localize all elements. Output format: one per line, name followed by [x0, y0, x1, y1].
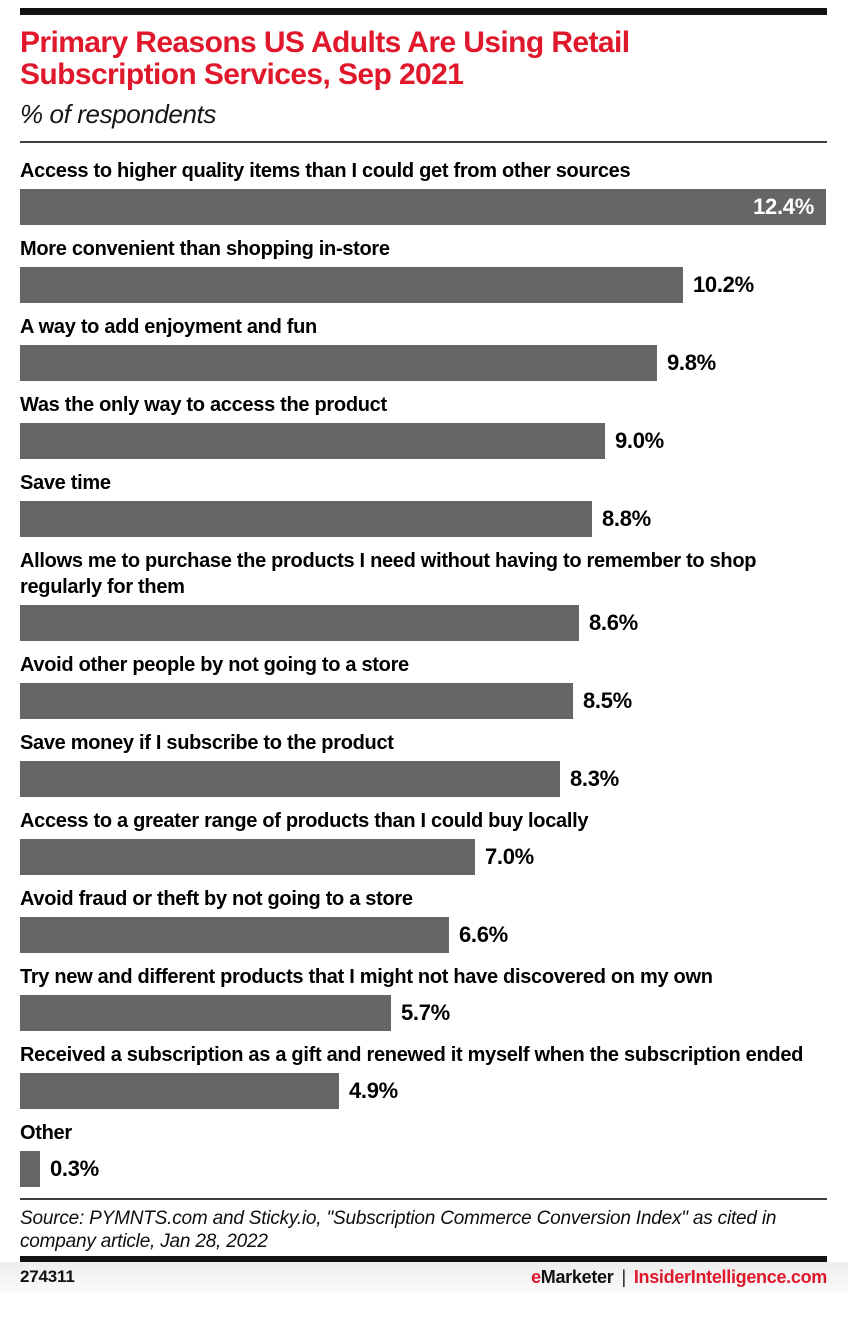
bar-label: Other: [20, 1122, 72, 1144]
bar: [20, 423, 605, 459]
bar-line: 5.7%: [20, 995, 827, 1031]
bar: [20, 345, 657, 381]
bar-label: Access to higher quality items than I co…: [20, 160, 631, 182]
bottom-accent-bar: [20, 1256, 827, 1262]
bar-label: Received a subscription as a gift and re…: [20, 1044, 804, 1066]
bar-line: 8.3%: [20, 761, 827, 797]
chart-subtitle: % of respondents: [20, 99, 216, 129]
bar-row: Access to a greater range of products th…: [20, 808, 827, 875]
bar-row: Avoid other people by not going to a sto…: [20, 652, 827, 719]
bar-label: Avoid other people by not going to a sto…: [20, 654, 409, 676]
bar: [20, 605, 579, 641]
bar: [20, 683, 573, 719]
bar: [20, 761, 560, 797]
bar: [20, 267, 683, 303]
bar: [20, 995, 391, 1031]
bar-label: Avoid fraud or theft by not going to a s…: [20, 888, 413, 910]
bar-value: 8.8%: [602, 506, 651, 531]
bar-label: Save money if I subscribe to the product: [20, 732, 394, 754]
bar-label: Try new and different products that I mi…: [20, 966, 713, 988]
bar: 12.4%: [20, 189, 826, 225]
bar-row: Received a subscription as a gift and re…: [20, 1042, 827, 1109]
bar-value: 8.6%: [589, 610, 638, 635]
emarketer-logo: eMarketer: [531, 1266, 614, 1287]
bar-label: More convenient than shopping in-store: [20, 238, 390, 260]
bar-line: 8.8%: [20, 501, 827, 537]
bar-value: 12.4%: [753, 194, 814, 219]
bar-row: Allows me to purchase the products I nee…: [20, 548, 827, 641]
bar-row: Other 0.3%: [20, 1120, 827, 1187]
bar-value: 4.9%: [349, 1078, 398, 1103]
bar: [20, 917, 449, 953]
bar-row: Try new and different products that I mi…: [20, 964, 827, 1031]
bar: [20, 839, 475, 875]
insider-intelligence-link: InsiderIntelligence.com: [633, 1266, 827, 1287]
bar-line: 9.8%: [20, 345, 827, 381]
bar: [20, 1073, 339, 1109]
bar-value: 6.6%: [459, 922, 508, 947]
bar-line: 4.9%: [20, 1073, 827, 1109]
bar: [20, 1151, 40, 1187]
bar-line: 9.0%: [20, 423, 827, 459]
bar-line: 8.5%: [20, 683, 827, 719]
bar: [20, 501, 592, 537]
bar-label: Allows me to purchase the products I nee…: [20, 550, 757, 598]
chart-id: 274311: [20, 1267, 75, 1286]
header-divider: [20, 141, 827, 143]
source-note: Source: PYMNTS.com and Sticky.io, "Subsc…: [20, 1208, 777, 1252]
bar-row: Access to higher quality items than I co…: [20, 158, 827, 225]
chart-header: Primary Reasons US Adults Are Using Reta…: [0, 26, 848, 130]
bar-line: 12.4%: [20, 189, 827, 225]
bar-row: Avoid fraud or theft by not going to a s…: [20, 886, 827, 953]
bar-value: 10.2%: [693, 272, 754, 297]
bar-line: 8.6%: [20, 605, 827, 641]
bar-row: Save money if I subscribe to the product…: [20, 730, 827, 797]
bar-value: 7.0%: [485, 844, 534, 869]
bar-line: 0.3%: [20, 1151, 827, 1187]
bar-value: 8.5%: [583, 688, 632, 713]
source-divider: [20, 1198, 827, 1200]
chart-card: Primary Reasons US Adults Are Using Reta…: [0, 8, 848, 1318]
brand-lockup: eMarketer | InsiderIntelligence.com: [531, 1267, 827, 1288]
bar-label: Was the only way to access the product: [20, 394, 387, 416]
bar-chart: Access to higher quality items than I co…: [0, 143, 848, 1187]
bar-label: Access to a greater range of products th…: [20, 810, 589, 832]
top-accent-bar: [20, 8, 827, 15]
bar-row: More convenient than shopping in-store 1…: [20, 236, 827, 303]
bar-label: Save time: [20, 472, 111, 494]
bar-value: 8.3%: [570, 766, 619, 791]
bar-row: A way to add enjoyment and fun 9.8%: [20, 314, 827, 381]
footer: 274311 eMarketer | InsiderIntelligence.c…: [0, 1262, 848, 1292]
brand-divider: |: [621, 1266, 626, 1287]
bar-value: 9.0%: [615, 428, 664, 453]
bar-row: Was the only way to access the product 9…: [20, 392, 827, 459]
bar-value: 5.7%: [401, 1000, 450, 1025]
bar-line: 6.6%: [20, 917, 827, 953]
bar-label: A way to add enjoyment and fun: [20, 316, 317, 338]
bar-row: Save time 8.8%: [20, 470, 827, 537]
bar-line: 10.2%: [20, 267, 827, 303]
bar-value: 0.3%: [50, 1156, 99, 1181]
chart-title: Primary Reasons US Adults Are Using Reta…: [20, 26, 630, 91]
bar-value: 9.8%: [667, 350, 716, 375]
bar-line: 7.0%: [20, 839, 827, 875]
